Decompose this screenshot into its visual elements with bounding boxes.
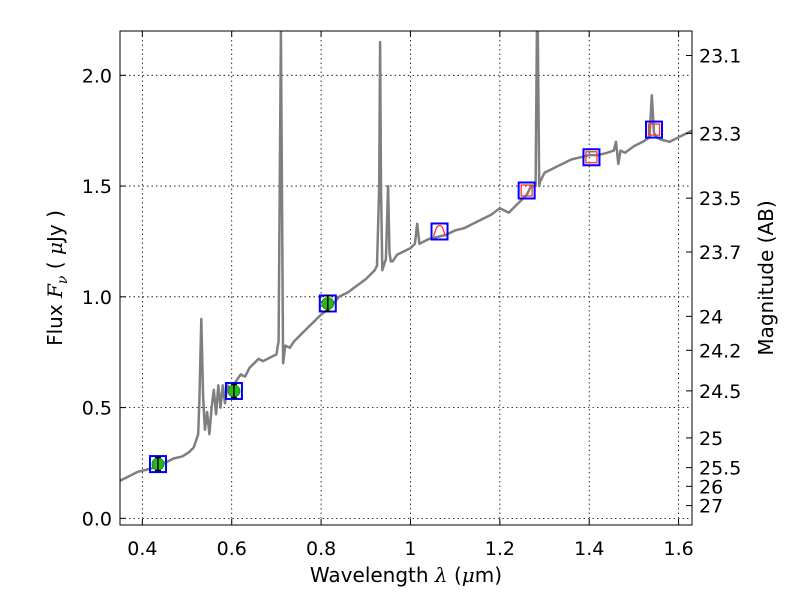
magnitude-tick-label: 26 <box>699 476 723 498</box>
spectrum-line <box>120 31 692 482</box>
magnitude-tick-label: 23.1 <box>699 46 741 68</box>
magnitude-axis-label: Magnitude (AB) <box>754 200 778 355</box>
y-tick-label: 1.5 <box>82 176 112 198</box>
magnitude-tick-label: 23.7 <box>699 242 741 264</box>
magnitude-tick-label: 23.5 <box>699 188 741 210</box>
magnitude-tick-label: 24.5 <box>699 381 741 403</box>
magnitude-tick-label: 25.5 <box>699 458 741 480</box>
x-tick-label: 0.6 <box>217 538 247 560</box>
magnitude-tick-label: 23.3 <box>699 123 741 145</box>
grid-lines <box>120 31 692 525</box>
y-axis-label: Flux Fν ( μJy ) <box>43 210 71 346</box>
model-flux-box <box>645 120 664 139</box>
magnitude-tick-label: 24.2 <box>699 340 741 362</box>
x-axis-ticks: 0.4 0.6 0.8 1 1.2 1.4 1.6 <box>127 31 694 560</box>
y-tick-label: 1.0 <box>82 287 112 309</box>
model-flux-box <box>517 181 536 200</box>
upper-limit-marker <box>432 224 447 237</box>
photometry-points <box>148 120 664 474</box>
upper-limit-marker <box>647 123 661 136</box>
magnitude-tick-label: 27 <box>699 496 723 518</box>
x-tick-label: 1 <box>404 538 416 560</box>
y-axis-ticks: 0.0 0.5 1.0 1.5 2.0 <box>82 65 126 530</box>
x-tick-label: 1.6 <box>663 538 693 560</box>
magnitude-tick-label: 25 <box>699 428 723 450</box>
upper-limit-marker <box>520 184 533 197</box>
x-tick-label: 1.4 <box>574 538 604 560</box>
x-tick-label: 0.4 <box>127 538 157 560</box>
model-flux-box <box>148 455 167 474</box>
model-flux-box <box>224 381 243 400</box>
y-tick-label: 0.0 <box>82 508 112 530</box>
upper-limit-marker <box>585 151 598 164</box>
magnitude-tick-label: 24 <box>699 306 723 328</box>
model-flux-box <box>430 222 449 241</box>
x-axis-label: Wavelength λ (μm) <box>310 563 502 587</box>
y-tick-label: 2.0 <box>82 65 112 87</box>
model-flux-box <box>582 148 601 167</box>
y-tick-label: 0.5 <box>82 398 112 420</box>
plot-frame <box>119 30 693 526</box>
x-tick-label: 0.8 <box>306 538 336 560</box>
x-tick-label: 1.2 <box>485 538 515 560</box>
